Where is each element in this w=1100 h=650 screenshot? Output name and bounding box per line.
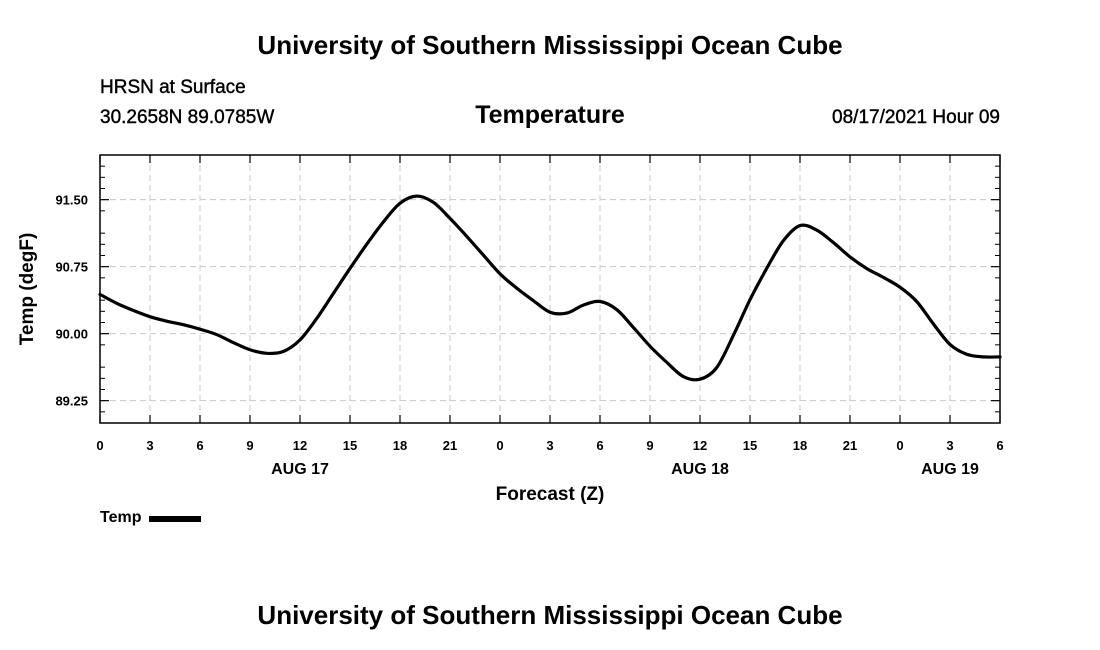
legend: Temp: [100, 509, 202, 527]
x-axis-label: Forecast (Z): [496, 484, 605, 505]
x-tick-label: 9: [246, 438, 253, 453]
series-layer: [98, 194, 1002, 382]
x-tick-label: 3: [146, 438, 153, 453]
x-tick-label: 15: [743, 438, 757, 453]
x-tick-label: 6: [196, 438, 203, 453]
station-coordinates: 30.2658N 89.0785W: [100, 107, 275, 128]
y-tick-label: 90.75: [55, 260, 88, 275]
axis-ticks: [99, 154, 1001, 424]
x-tick-label: 18: [393, 438, 407, 453]
x-tick-label: 0: [896, 438, 903, 453]
forecast-datetime: 08/17/2021 Hour 09: [832, 107, 1000, 128]
chart-title: Temperature: [475, 101, 625, 129]
x-day-label: AUG 18: [671, 461, 729, 478]
footer-title: University of Southern Mississippi Ocean…: [257, 600, 843, 630]
station-name: HRSN at Surface: [100, 77, 246, 98]
x-tick-label: 9: [646, 438, 653, 453]
x-day-label: AUG 17: [271, 461, 329, 478]
legend-line-swatch: [149, 516, 202, 522]
x-tick-label: 0: [496, 438, 503, 453]
x-tick-label: 12: [293, 438, 307, 453]
x-tick-label: 15: [343, 438, 357, 453]
x-tick-label: 12: [693, 438, 707, 453]
x-tick-label: 21: [843, 438, 857, 453]
y-tick-label: 89.25: [55, 394, 88, 409]
x-tick-label: 3: [946, 438, 953, 453]
y-tick-label: 91.50: [55, 193, 88, 208]
legend-label: Temp: [100, 509, 142, 526]
x-tick-label: 0: [96, 438, 103, 453]
page-title: University of Southern Mississippi Ocean…: [257, 30, 843, 60]
tick-labels: 0 3 6 9 12 15 18 21 0 3 6 9 12 15 18 21 0 3 6 89.25 90.00 90.…: [55, 193, 1003, 478]
x-tick-label: 6: [596, 438, 603, 453]
plot-frame: [99, 154, 1001, 424]
x-tick-label: 3: [546, 438, 553, 453]
x-day-label: AUG 19: [921, 461, 979, 478]
x-tick-label: 18: [793, 438, 807, 453]
y-axis-label: Temp (degF): [17, 233, 38, 346]
grid-lines: [100, 155, 1000, 423]
x-tick-label: 21: [443, 438, 457, 453]
x-tick-label: 6: [996, 438, 1003, 453]
temp-series-line: [98, 194, 1002, 382]
y-tick-label: 90.00: [55, 327, 88, 342]
